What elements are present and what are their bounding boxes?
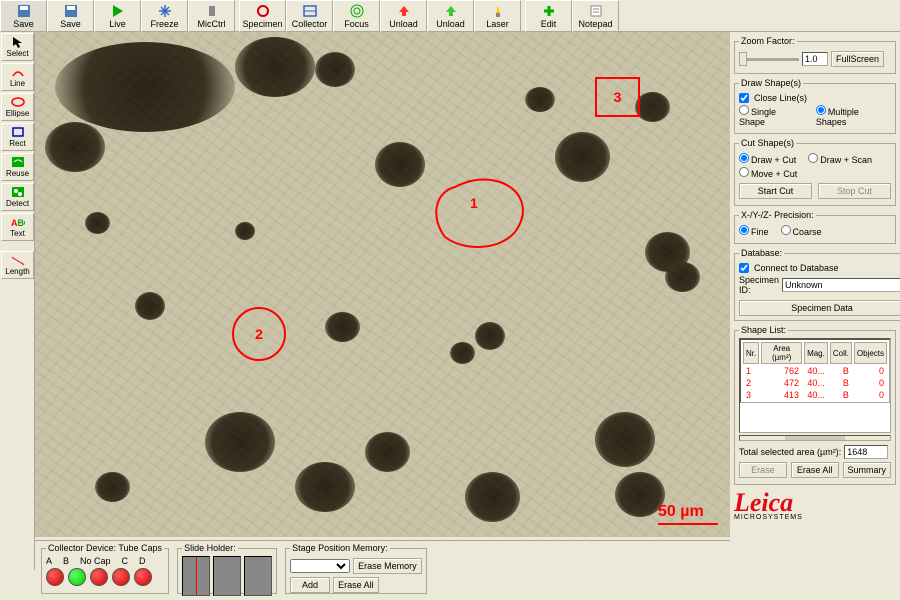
erase-button[interactable]: Erase	[739, 462, 787, 478]
shape-scroll-h[interactable]	[739, 435, 891, 441]
shape-list-group: Shape List: Nr.Area (µm²)Mag.Coll.Object…	[734, 325, 896, 485]
move-cut-radio[interactable]: Move + Cut	[739, 167, 797, 179]
slide-slot[interactable]	[182, 556, 210, 596]
fullscreen-button[interactable]: FullScreen	[831, 51, 884, 67]
zoom-factor-group: Zoom Factor: FullScreen	[734, 36, 896, 74]
draw-cut-radio[interactable]: Draw + Cut	[739, 153, 796, 165]
collector-button[interactable]: Collector	[286, 0, 333, 32]
annotation-3[interactable]: 3	[595, 77, 640, 117]
draw-shapes-group: Draw Shape(s) Close Line(s) Single Shape…	[734, 78, 896, 134]
fine-radio[interactable]: Fine	[739, 225, 769, 237]
line-tool[interactable]: Line	[1, 63, 34, 91]
slide-slot[interactable]	[213, 556, 241, 596]
up-icon	[443, 4, 459, 18]
rect-tool[interactable]: Rect	[1, 123, 34, 151]
reuse-icon	[11, 156, 25, 168]
detect-icon	[11, 186, 25, 198]
live-button[interactable]: Live	[94, 0, 141, 32]
note-icon	[588, 4, 604, 18]
collector-cap[interactable]	[90, 568, 108, 586]
stage-memory-group: Stage Position Memory: Erase Memory Add …	[285, 543, 427, 594]
toolbar: SaveSaveLiveFreezeMicCtrlSpecimenCollect…	[0, 0, 900, 32]
collector-cap[interactable]	[112, 568, 130, 586]
single-shape-radio[interactable]: Single Shape	[739, 105, 804, 127]
summary-button[interactable]: Summary	[843, 462, 892, 478]
save-button[interactable]: Save	[0, 0, 47, 32]
table-row[interactable]: 341340...B0	[743, 390, 887, 400]
database-group: Database: Connect to Database Specimen I…	[734, 248, 900, 321]
side-tools: SelectLineEllipseRectReuseDetectABCText L…	[0, 32, 35, 570]
specimen-id-field[interactable]	[782, 278, 900, 292]
zoom-slider[interactable]	[739, 58, 799, 61]
detect-tool[interactable]: Detect	[1, 183, 34, 211]
coll-icon	[302, 4, 318, 18]
micctrl-button[interactable]: MicCtrl	[188, 0, 235, 32]
stage-erase-all-button[interactable]: Erase All	[333, 577, 379, 593]
add-button[interactable]: Add	[290, 577, 330, 593]
rect-icon	[11, 126, 25, 138]
total-area-field	[844, 445, 888, 459]
annotation-2[interactable]: 2	[232, 307, 286, 361]
ellipse-icon	[11, 96, 25, 108]
disk-sm-icon	[63, 4, 79, 18]
save-button[interactable]: Save	[47, 0, 94, 32]
slide-slot[interactable]	[244, 556, 272, 596]
focus-icon	[349, 4, 365, 18]
focus-button[interactable]: Focus	[333, 0, 380, 32]
specimen-button[interactable]: Specimen	[239, 0, 286, 32]
specimen-data-button[interactable]: Specimen Data	[739, 300, 900, 316]
shape-list-scroll[interactable]: Nr.Area (µm²)Mag.Coll.Objects 176240...B…	[739, 338, 891, 433]
coarse-radio[interactable]: Coarse	[781, 225, 822, 237]
up-icon	[396, 4, 412, 18]
notepad-button[interactable]: Notepad	[572, 0, 619, 32]
multiple-shapes-radio[interactable]: Multiple Shapes	[816, 105, 891, 127]
precision-group: X-/Y-/Z- Precision: Fine Coarse	[734, 210, 896, 244]
erase-all-button[interactable]: Erase All	[791, 462, 839, 478]
scale-bar: 50 µm	[658, 503, 718, 525]
abc-icon: ABC	[11, 216, 25, 228]
stage-select[interactable]	[290, 559, 350, 573]
slide-holder-group: Slide Holder:	[177, 543, 277, 594]
text-tool[interactable]: ABCText	[1, 213, 34, 241]
table-row[interactable]: 176240...B0	[743, 366, 887, 376]
collector-cap[interactable]	[134, 568, 152, 586]
right-panel: Zoom Factor: FullScreen Draw Shape(s) Cl…	[730, 32, 900, 570]
zoom-value[interactable]	[802, 52, 828, 66]
spec-icon	[255, 4, 271, 18]
freeze-button[interactable]: Freeze	[141, 0, 188, 32]
snow-icon	[157, 4, 173, 18]
ellipse-tool[interactable]: Ellipse	[1, 93, 34, 121]
unload-button[interactable]: Unload	[427, 0, 474, 32]
length-tool[interactable]: Length	[1, 251, 34, 279]
laser-button[interactable]: Laser	[474, 0, 521, 32]
reuse-tool[interactable]: Reuse	[1, 153, 34, 181]
cut-shapes-group: Cut Shape(s) Draw + Cut Draw + Scan Move…	[734, 138, 896, 206]
specimen-view[interactable]: 1 23 50 µm	[35, 32, 730, 537]
mic-icon	[204, 4, 220, 18]
play-icon	[110, 4, 126, 18]
close-lines-checkbox[interactable]	[739, 93, 749, 103]
plus-icon	[541, 4, 557, 18]
collector-cap[interactable]	[68, 568, 86, 586]
length-icon	[11, 254, 25, 266]
laser-icon	[490, 4, 506, 18]
connect-db-checkbox[interactable]	[739, 263, 749, 273]
table-row[interactable]: 247240...B0	[743, 378, 887, 388]
select-tool[interactable]: Select	[1, 33, 34, 61]
shape-list-table: Nr.Area (µm²)Mag.Coll.Objects 176240...B…	[740, 339, 890, 403]
arrow-icon	[11, 36, 25, 48]
line-icon	[11, 66, 25, 78]
erase-memory-button[interactable]: Erase Memory	[353, 558, 422, 574]
logo: Leica MICROSYSTEMS	[734, 491, 896, 521]
edit-button[interactable]: Edit	[525, 0, 572, 32]
bottom-bar: Collector Device: Tube Caps ABNo CapCD S…	[35, 540, 730, 600]
start-cut-button[interactable]: Start Cut	[739, 183, 812, 199]
unload-button[interactable]: Unload	[380, 0, 427, 32]
disk-icon	[16, 4, 32, 18]
svg-text:ABC: ABC	[11, 218, 25, 228]
draw-scan-radio[interactable]: Draw + Scan	[808, 153, 872, 165]
collector-group: Collector Device: Tube Caps ABNo CapCD	[41, 543, 169, 594]
collector-cap[interactable]	[46, 568, 64, 586]
stop-cut-button[interactable]: Stop Cut	[818, 183, 891, 199]
